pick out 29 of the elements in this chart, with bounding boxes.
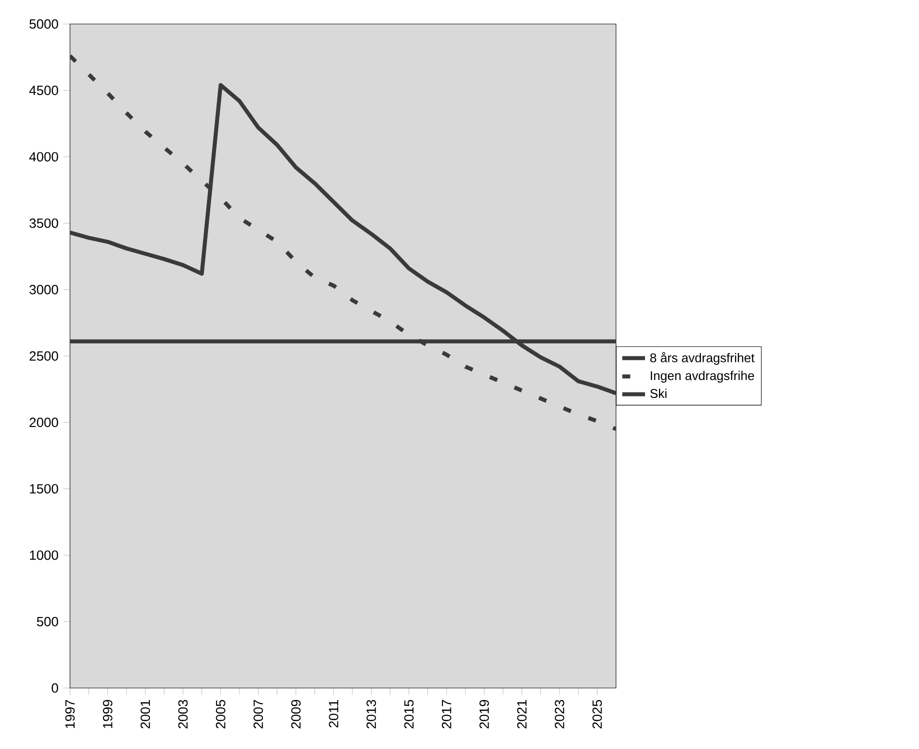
y-tick-label: 3500: [29, 218, 58, 228]
x-tick-label: 2023: [554, 700, 564, 728]
x-tick-label: 2019: [480, 700, 489, 728]
x-tick-label: 2021: [517, 700, 527, 728]
y-tick-label: 5000: [30, 19, 58, 29]
legend-label: Ingen avdragsfrihe: [650, 370, 754, 383]
x-tick-label: 2003: [178, 700, 188, 728]
x-tick-label: 1999: [102, 700, 112, 728]
y-tick-label: 3000: [29, 284, 58, 294]
y-tick-label: 1000: [30, 550, 58, 560]
x-tick-label: 2017: [442, 700, 452, 728]
y-tick-label: 500: [36, 616, 58, 626]
y-tick-label: 4500: [29, 86, 58, 96]
x-tick-label: 2009: [291, 700, 301, 728]
y-tick-label: 2500: [30, 351, 58, 361]
y-tick-label: 0: [52, 683, 58, 693]
x-tick-label: 2011: [328, 700, 338, 728]
x-tick-label: 2025: [592, 700, 602, 728]
x-tick-label: 1997: [65, 700, 75, 728]
x-tick-label: 2005: [216, 700, 226, 728]
x-tick-label: 2015: [404, 700, 414, 728]
y-tick-label: 4000: [29, 152, 58, 162]
x-tick-label: 2013: [366, 700, 376, 728]
legend-label: Ski: [650, 388, 666, 398]
legend-label: 8 års avdragsfrihet: [650, 352, 754, 365]
x-tick-label: 2001: [140, 700, 150, 728]
y-tick-label: 1500: [30, 484, 58, 494]
y-tick-label: 2000: [30, 418, 58, 428]
x-tick-label: 2007: [254, 700, 263, 728]
